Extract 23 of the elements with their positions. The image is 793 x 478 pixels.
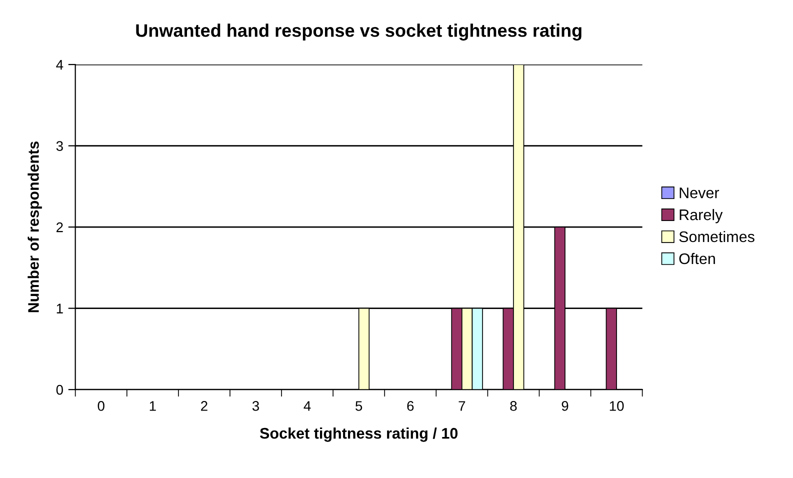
y-tick-label: 3 — [56, 141, 63, 151]
legend-label: Rarely — [680, 208, 723, 224]
legend-label: Never — [680, 188, 720, 198]
x-tick-label: 3 — [252, 401, 259, 411]
y-tick-label: 2 — [56, 222, 63, 232]
x-tick-label: 6 — [407, 401, 414, 411]
y-axis-title: Number of respondents — [28, 142, 42, 312]
x-tick-label: 2 — [201, 401, 208, 411]
x-tick-label: 9 — [562, 401, 568, 411]
x-tick-label: 1 — [150, 401, 156, 411]
x-tick-label: 0 — [98, 401, 104, 411]
x-tick-label: 10 — [610, 401, 624, 411]
x-tick-label: 4 — [304, 401, 311, 411]
legend-label: Sometimes — [679, 230, 754, 242]
y-tick-label: 0 — [56, 384, 63, 395]
x-tick-label: 8 — [510, 401, 517, 411]
y-tick-label: 1 — [56, 304, 63, 314]
legend-label: Often — [679, 252, 715, 264]
x-tick-label: 7 — [458, 401, 466, 411]
x-axis-title: Socket tightness rating / 10 — [260, 428, 458, 442]
chart-title: Unwanted hand response vs socket tightness rating — [136, 24, 582, 41]
x-tick-label: 5 — [356, 401, 362, 411]
y-tick-label: 4 — [56, 60, 64, 70]
